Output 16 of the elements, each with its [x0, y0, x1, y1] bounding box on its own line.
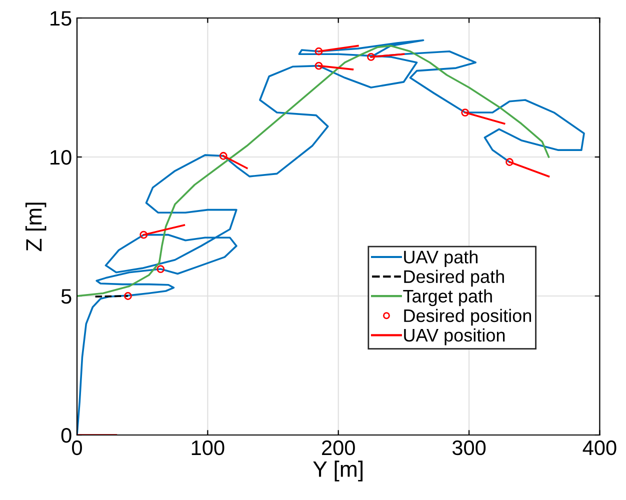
x-tick-label: 0 — [72, 440, 82, 456]
x-axis-title: Y [m] — [313, 460, 363, 482]
y-tick-label: 0 — [61, 428, 72, 443]
x-tick-label: 200 — [322, 440, 355, 456]
legend-label: Target path — [403, 289, 492, 306]
x-tick-label: 100 — [192, 440, 224, 456]
y-tick-label: 10 — [50, 150, 72, 165]
legend-label: Desired position — [404, 308, 532, 326]
y-tick-label: 5 — [61, 289, 72, 304]
x-tick-label: 400 — [582, 440, 616, 456]
legend-label: Desired path — [404, 270, 504, 287]
x-tick-label: 300 — [452, 440, 486, 456]
y-axis-title: Z [m] — [25, 202, 46, 252]
legend-label: UAV position — [404, 328, 505, 346]
y-tick-label: 15 — [50, 11, 72, 26]
legend-label: UAV path — [404, 250, 478, 268]
